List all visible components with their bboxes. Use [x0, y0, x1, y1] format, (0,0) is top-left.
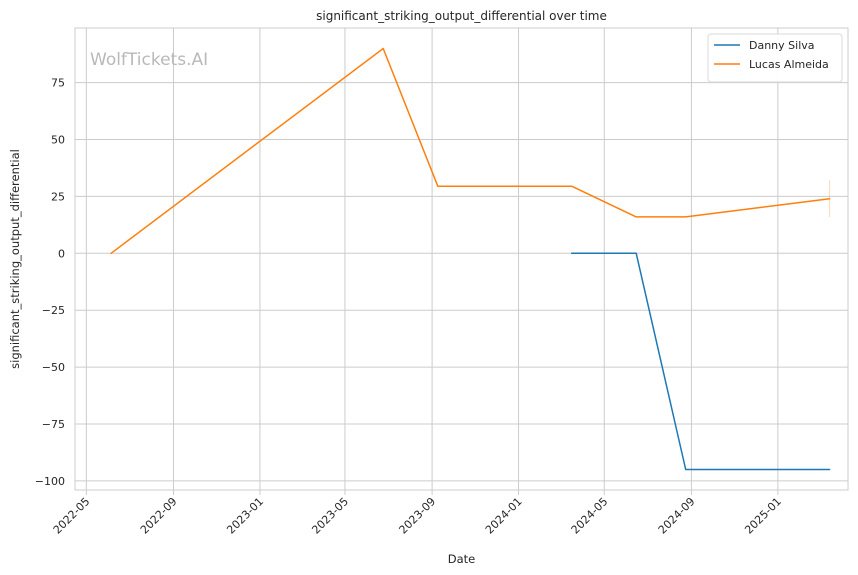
y-tick-label: −75: [42, 418, 65, 431]
legend: Danny Silva Lucas Almeida: [707, 33, 843, 83]
y-tick-label: 50: [51, 134, 65, 147]
axes-frame: [74, 27, 849, 491]
y-tick-labels: −100 −75 −50 −25 0 25 50 75: [35, 77, 65, 488]
y-tick-label: −25: [42, 304, 65, 317]
y-tick-label: 25: [51, 190, 65, 203]
series-line-1: [110, 47, 831, 255]
series-layer: [110, 47, 831, 471]
chart-title: significant_striking_output_differential…: [316, 9, 607, 23]
y-axis-title: significant_striking_output_differential: [8, 149, 22, 369]
legend-label: Danny Silva: [749, 39, 815, 52]
y-tick-label: 0: [58, 247, 65, 260]
plot-border: [74, 27, 849, 491]
watermark: WolfTickets.AI: [90, 50, 208, 70]
series-line-0: [570, 252, 831, 471]
x-axis-title: Date: [448, 552, 476, 566]
legend-box: [707, 33, 843, 83]
y-tick-label: −50: [42, 361, 65, 374]
y-tick-label: 75: [51, 77, 65, 90]
y-tick-label: −100: [35, 475, 65, 488]
legend-label: Lucas Almeida: [749, 58, 829, 71]
grid: [75, 28, 848, 495]
